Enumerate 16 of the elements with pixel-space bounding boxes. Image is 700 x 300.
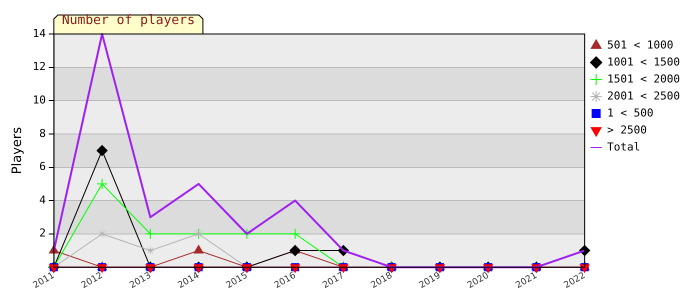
legend-label: 1501 < 2000 [607,72,680,86]
y-tick-label: 4 [39,193,46,206]
legend-label: Total [607,140,640,154]
chart-title: Number of players [62,13,195,28]
y-tick-label: 6 [39,160,46,174]
legend-label: 1 < 500 [607,106,654,120]
legend-label: > 2500 [607,123,647,136]
legend-label: 501 < 1000 [607,38,674,52]
y-tick-label: 10 [32,93,46,106]
y-tick-label: 14 [32,26,46,40]
y-tick-label: 12 [32,60,46,74]
y-tick-label: 2 [39,226,46,240]
y-tick-label: 8 [39,126,46,140]
y-axis-title: Players [10,126,26,174]
legend-label: 2001 < 2500 [607,89,680,102]
legend-label: 1001 < 1500 [607,55,680,68]
